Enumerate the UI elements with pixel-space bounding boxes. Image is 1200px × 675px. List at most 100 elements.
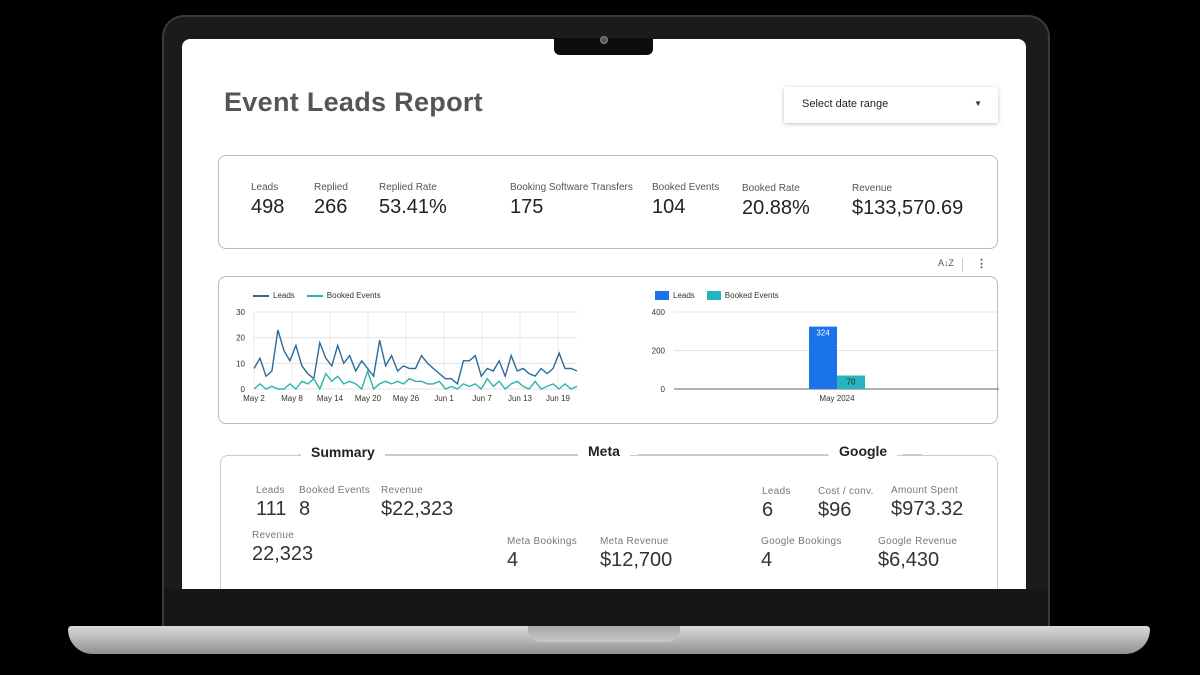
legend-item-booked: Booked Events [306,291,381,300]
y-tick-label: 30 [236,308,245,317]
bar-chart-legend: Leads Booked Events [655,291,791,300]
metric-value: $22,323 [381,498,454,520]
kpi-label: Booked Events [652,182,720,193]
kpi-value: 104 [652,196,686,218]
meta-revenue: Meta Revenue $12,700 [600,536,672,572]
kpi-booking-transfers: Booking Software Transfers 175 [510,182,633,219]
legend-swatch [706,291,721,300]
caret-down-icon: ▼ [974,99,982,108]
summary-revenue-total: Revenue 22,323 [252,530,313,566]
laptop-bezel-bottom [164,589,1048,627]
metric-label: Leads [762,486,791,497]
bar-data-label: 70 [847,378,856,387]
kpi-label: Replied [314,182,348,193]
charts-panel: Leads Booked Events 0 10 20 30 May 2 May 8 May… [218,276,999,424]
legend-item-booked: Booked Events [706,291,779,300]
kpi-revenue: Revenue $133,570.69 [852,183,963,220]
summary-leads: Leads 111 [256,485,286,521]
bar-booked-events [837,375,865,389]
bar-leads [809,326,837,389]
kpi-booked-rate: Booked Rate 20.88% [742,183,810,220]
kpi-value: 53.41% [379,196,447,218]
bar-data-label: 324 [816,329,830,338]
legend-label: Leads [673,291,695,300]
y-tick-label: 0 [241,385,246,394]
y-tick-label: 200 [652,347,666,356]
metric-label: Booked Events [299,485,371,496]
metric-value: 22,323 [252,543,314,565]
y-tick-label: 10 [236,359,245,368]
line-chart-legend: Leads Booked Events [253,291,393,300]
google-cost-per-conversion: Cost / conv. $96 [818,486,874,522]
metric-label: Leads [256,485,285,496]
camera-notch [554,38,653,55]
kpi-leads: Leads 498 [251,182,284,219]
y-tick-label: 20 [236,334,245,343]
meta-bookings: Meta Bookings 4 [507,536,577,572]
kpi-value: 498 [251,196,285,218]
metric-label: Meta Revenue [600,536,669,547]
kpi-label: Booked Rate [742,183,800,194]
kpi-value: $133,570.69 [852,197,964,219]
x-tick-label: Jun 7 [472,394,492,403]
sort-az-icon[interactable]: A↓Z [938,258,955,268]
google-bookings: Google Bookings 4 [761,536,842,572]
legend-swatch [655,291,669,300]
metric-value: $6,430 [878,549,940,571]
legend-swatch [306,294,323,297]
kpi-value: 266 [314,196,348,218]
x-tick-label: May 2 [243,394,265,403]
metric-value: 4 [507,549,519,571]
metric-label: Revenue [252,530,295,541]
date-range-label: Select date range [802,98,889,110]
legend-label: Booked Events [724,291,779,300]
metric-value: $96 [818,499,852,521]
legend-label: Booked Events [326,291,381,300]
webcam-icon [600,36,608,44]
legend-item-leads: Leads [253,291,295,300]
legend-swatch [253,294,269,297]
date-range-select[interactable]: Select date range ▼ [784,87,998,123]
metric-value: $973.32 [891,498,964,520]
google-leads: Leads 6 [762,486,791,522]
laptop-trackpad-notch [528,626,680,642]
series-line-booked-events [253,368,578,391]
metric-label: Cost / conv. [818,486,874,497]
legend-label: Leads [273,291,295,300]
metric-label: Meta Bookings [507,536,578,547]
kpi-replied: Replied 266 [314,182,348,219]
metric-value: 111 [256,498,287,520]
kpi-value: 175 [510,196,544,218]
section-divider [902,454,922,455]
x-tick-label: Jun 19 [546,394,571,403]
y-tick-label: 0 [661,385,666,394]
x-tick-label: May 8 [281,394,303,403]
section-divider [298,454,580,455]
section-title-meta: Meta [578,443,630,459]
kpi-value: 20.88% [742,197,810,219]
laptop-screen: Event Leads Report Select date range ▼ L… [182,39,1026,589]
google-amount-spent: Amount Spent $973.32 [891,485,963,521]
x-tick-label: May 20 [355,394,382,403]
chart-toolbar: A↓Z ⋮ [938,257,987,272]
kpi-label: Revenue [852,183,893,194]
more-options-icon[interactable]: ⋮ [976,258,987,270]
google-revenue: Google Revenue $6,430 [878,536,957,572]
metric-label: Amount Spent [891,485,958,496]
bar-chart: 0 200 400 324 70 May 2024 [652,308,999,403]
x-tick-label: May 26 [393,394,420,403]
x-tick-label: Jun 1 [434,394,454,403]
toolbar-divider [962,258,963,272]
summary-booked-events: Booked Events 8 [299,485,370,521]
metric-value: 8 [299,498,311,520]
y-tick-label: 400 [652,308,666,317]
metric-value: 6 [762,499,774,521]
metric-label: Google Bookings [761,536,842,547]
line-chart: 0 10 20 30 May 2 May 8 May 14 May 20 May 26 Jun 1… [236,308,578,403]
metric-label: Revenue [381,485,424,496]
kpi-label: Replied Rate [379,182,437,193]
kpi-booked-events: Booked Events 104 [652,182,719,219]
summary-revenue: Revenue $22,323 [381,485,453,521]
page-title: Event Leads Report [224,87,483,117]
kpi-replied-rate: Replied Rate 53.41% [379,182,447,219]
